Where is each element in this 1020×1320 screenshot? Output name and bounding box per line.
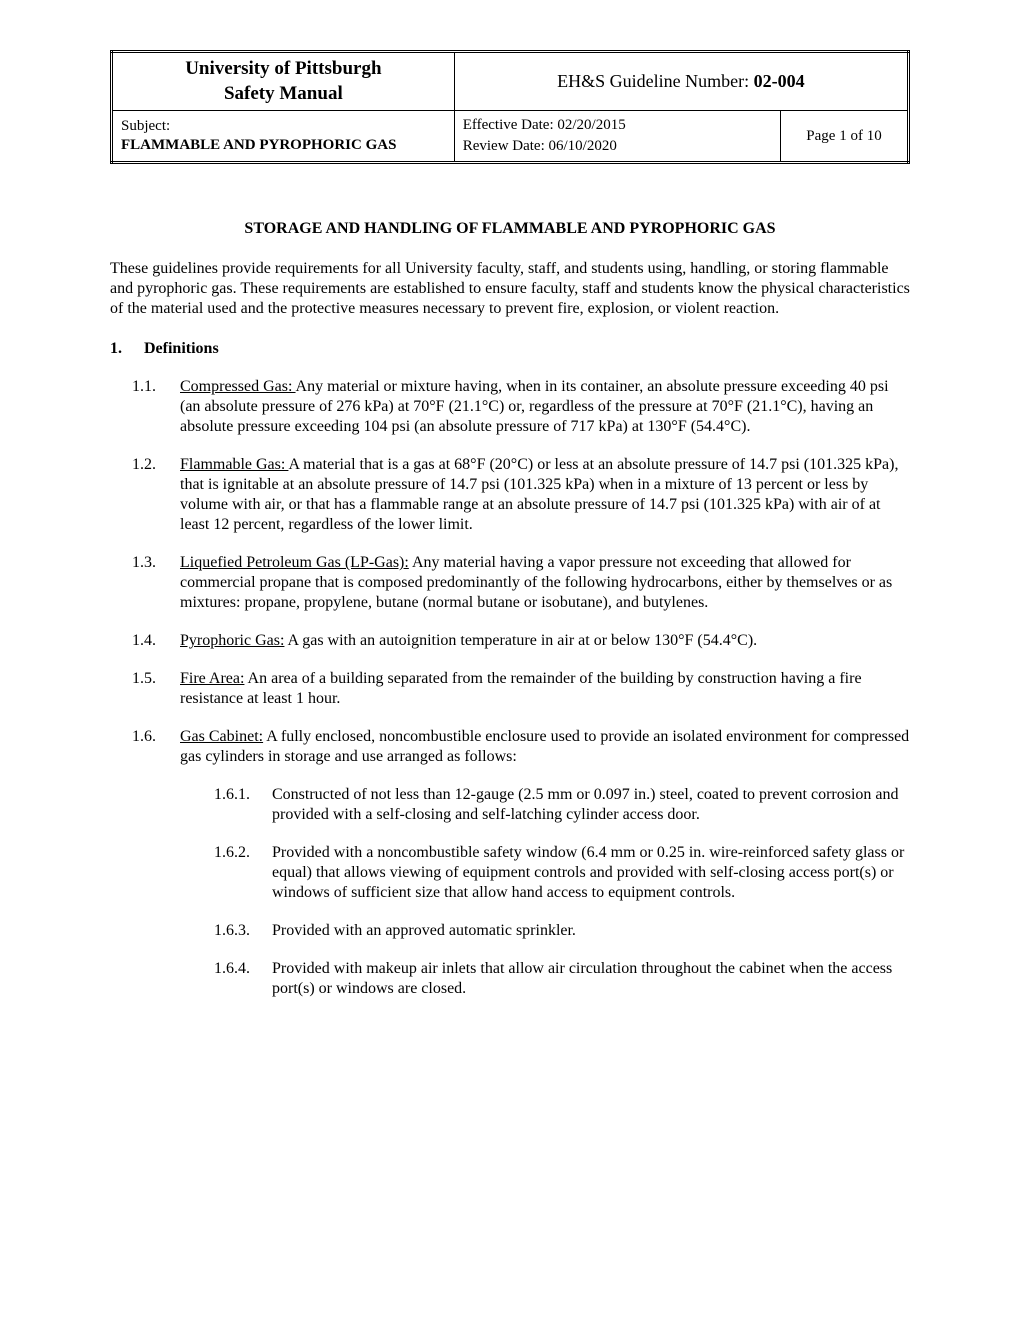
org-line1: University of Pittsburgh (185, 58, 381, 79)
definition-text: A gas with an autoignition temperature i… (284, 632, 757, 649)
definition-body: Pyrophoric Gas: A gas with an autoigniti… (180, 631, 910, 651)
definition-num: 1.6. (132, 727, 180, 999)
definition-text: An area of a building separated from the… (180, 670, 862, 707)
sub-definition-text: Provided with a noncombustible safety wi… (272, 843, 910, 903)
definition-num: 1.4. (132, 631, 180, 651)
sub-definition-item: 1.6.4. Provided with makeup air inlets t… (214, 959, 910, 999)
document-header-table: University of Pittsburgh Safety Manual E… (110, 50, 910, 164)
definition-term: Pyrophoric Gas: (180, 632, 284, 649)
definition-item: 1.6. Gas Cabinet: A fully enclosed, nonc… (132, 727, 910, 999)
definition-body: Liquefied Petroleum Gas (LP-Gas): Any ma… (180, 553, 910, 613)
definition-body: Gas Cabinet: A fully enclosed, noncombus… (180, 727, 910, 999)
sub-definition-text: Provided with makeup air inlets that all… (272, 959, 910, 999)
definition-body: Fire Area: An area of a building separat… (180, 669, 910, 709)
review-date: 06/10/2020 (549, 138, 617, 154)
org-title-cell: University of Pittsburgh Safety Manual (112, 52, 455, 111)
sub-definition-text: Provided with an approved automatic spri… (272, 921, 910, 941)
definition-item: 1.3. Liquefied Petroleum Gas (LP-Gas): A… (132, 553, 910, 613)
guideline-number: 02-004 (754, 71, 805, 91)
subject-value: FLAMMABLE AND PYROPHORIC GAS (121, 137, 396, 153)
definition-body: Flammable Gas: A material that is a gas … (180, 455, 910, 535)
dates-cell: Effective Date: 02/20/2015 Review Date: … (454, 111, 780, 163)
sub-definition-item: 1.6.2. Provided with a noncombustible sa… (214, 843, 910, 903)
sub-definition-num: 1.6.1. (214, 785, 272, 825)
definition-item: 1.2. Flammable Gas: A material that is a… (132, 455, 910, 535)
section-heading: 1.Definitions (110, 339, 910, 359)
sub-definition-text: Constructed of not less than 12-gauge (2… (272, 785, 910, 825)
org-line2: Safety Manual (224, 83, 343, 104)
sub-definition-item: 1.6.3. Provided with an approved automat… (214, 921, 910, 941)
definition-term: Flammable Gas: (180, 456, 288, 473)
definition-num: 1.3. (132, 553, 180, 613)
page-label: Page 1 of 10 (806, 128, 881, 144)
definition-item: 1.4. Pyrophoric Gas: A gas with an autoi… (132, 631, 910, 651)
sub-definition-num: 1.6.4. (214, 959, 272, 999)
definition-text: A fully enclosed, noncombustible enclosu… (180, 728, 909, 765)
sub-definition-num: 1.6.2. (214, 843, 272, 903)
review-date-label: Review Date: (463, 138, 549, 154)
definition-num: 1.5. (132, 669, 180, 709)
definition-term: Gas Cabinet: (180, 728, 263, 745)
guideline-label: EH&S Guideline Number: (557, 71, 753, 91)
effective-date: 02/20/2015 (557, 117, 625, 133)
subject-label: Subject: (121, 118, 170, 134)
definition-item: 1.5. Fire Area: An area of a building se… (132, 669, 910, 709)
definitions-list: 1.1. Compressed Gas: Any material or mix… (132, 377, 910, 999)
sub-definition-item: 1.6.1. Constructed of not less than 12-g… (214, 785, 910, 825)
definition-term: Fire Area: (180, 670, 244, 687)
definition-term: Compressed Gas: (180, 378, 296, 395)
definition-item: 1.1. Compressed Gas: Any material or mix… (132, 377, 910, 437)
section-title: Definitions (144, 340, 219, 357)
subject-cell: Subject: FLAMMABLE AND PYROPHORIC GAS (112, 111, 455, 163)
definition-num: 1.2. (132, 455, 180, 535)
sub-definition-num: 1.6.3. (214, 921, 272, 941)
definition-body: Compressed Gas: Any material or mixture … (180, 377, 910, 437)
document-title: STORAGE AND HANDLING OF FLAMMABLE AND PY… (110, 219, 910, 239)
definition-term: Liquefied Petroleum Gas (LP-Gas): (180, 554, 409, 571)
sub-definitions-list: 1.6.1. Constructed of not less than 12-g… (214, 785, 910, 999)
effective-date-label: Effective Date: (463, 117, 558, 133)
page-cell: Page 1 of 10 (781, 111, 909, 163)
guideline-number-cell: EH&S Guideline Number: 02-004 (454, 52, 908, 111)
definition-num: 1.1. (132, 377, 180, 437)
section-num: 1. (110, 339, 144, 359)
definition-text: A material that is a gas at 68°F (20°C) … (180, 456, 898, 533)
intro-paragraph: These guidelines provide requirements fo… (110, 259, 910, 319)
